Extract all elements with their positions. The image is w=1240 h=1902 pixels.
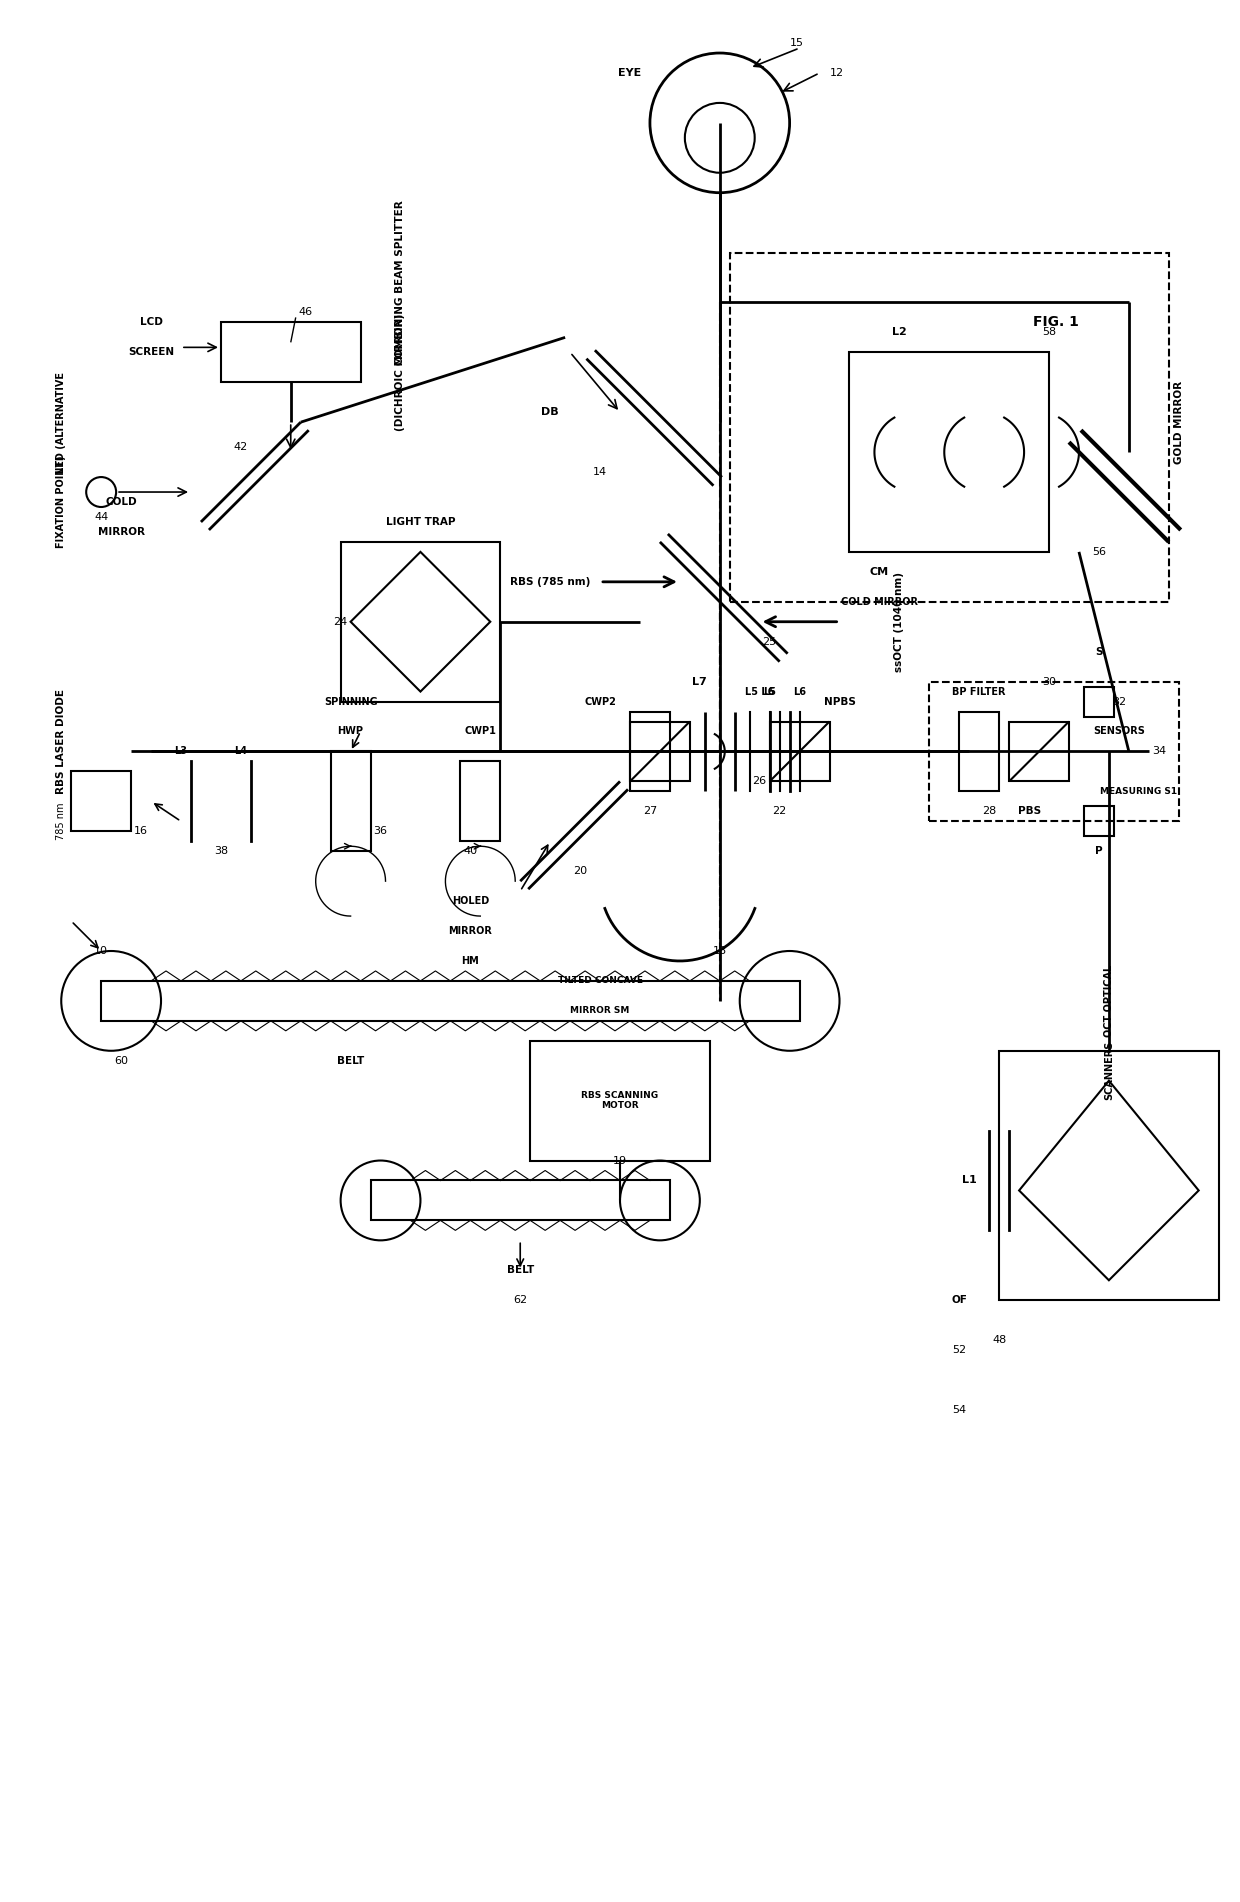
Text: SCREEN: SCREEN (128, 348, 174, 358)
Text: 25: 25 (763, 637, 776, 647)
Text: 44: 44 (94, 512, 108, 521)
Text: OF: OF (951, 1295, 967, 1305)
Bar (1009, 721, 1069, 782)
Text: RBS LASER DIODE: RBS LASER DIODE (56, 689, 66, 793)
Text: 18: 18 (713, 945, 727, 957)
Text: ssOCT (1040 nm): ssOCT (1040 nm) (894, 573, 904, 671)
Text: LIGHT TRAP: LIGHT TRAP (386, 517, 455, 527)
Text: RBS (785 nm): RBS (785 nm) (510, 576, 590, 588)
Text: HOLED: HOLED (451, 896, 489, 905)
Text: COMBINING BEAM SPLITTER: COMBINING BEAM SPLITTER (396, 200, 405, 365)
Text: CWP2: CWP2 (584, 696, 616, 706)
Text: 48: 48 (992, 1335, 1007, 1345)
Text: HWP: HWP (337, 727, 363, 736)
Text: FIG. 1: FIG. 1 (1033, 316, 1079, 329)
Text: PBS: PBS (1018, 806, 1040, 816)
Bar (1084, 687, 1114, 717)
Text: LED (ALTERNATIVE: LED (ALTERNATIVE (56, 371, 66, 474)
Text: CWP1: CWP1 (464, 727, 496, 736)
Text: 52: 52 (952, 1345, 966, 1354)
Text: SPINNING: SPINNING (324, 696, 377, 706)
Bar (71, 772, 131, 831)
Text: MIRROR SM: MIRROR SM (570, 1006, 630, 1016)
Text: 27: 27 (642, 806, 657, 816)
Text: 56: 56 (1092, 548, 1106, 557)
Text: 28: 28 (982, 806, 996, 816)
Text: 14: 14 (593, 468, 608, 477)
Text: L1: L1 (962, 1175, 977, 1185)
Text: LCD: LCD (140, 318, 162, 327)
Bar (929, 681, 1179, 822)
Bar (630, 711, 670, 791)
Bar (102, 981, 800, 1021)
Text: L7: L7 (692, 677, 707, 687)
Text: 32: 32 (1112, 696, 1126, 706)
Text: 12: 12 (830, 68, 843, 78)
Text: 36: 36 (373, 825, 388, 837)
Bar (730, 253, 1169, 601)
Bar (371, 1181, 670, 1221)
Text: FIXATION POINT): FIXATION POINT) (56, 456, 66, 548)
Text: 16: 16 (134, 825, 148, 837)
Text: 24: 24 (334, 616, 347, 628)
Text: HM: HM (461, 957, 479, 966)
Text: 22: 22 (773, 806, 786, 816)
Text: L2: L2 (892, 327, 906, 337)
Text: MEASURING S1: MEASURING S1 (1100, 787, 1178, 795)
Bar (331, 751, 371, 852)
Text: SCANNERS: SCANNERS (1104, 1040, 1114, 1101)
Text: 10: 10 (94, 945, 108, 957)
Text: 38: 38 (213, 846, 228, 856)
Text: 785 nm: 785 nm (56, 803, 66, 841)
Text: TILTED CONCAVE: TILTED CONCAVE (558, 976, 642, 985)
Text: 30: 30 (1042, 677, 1056, 687)
Text: L5 L6: L5 L6 (745, 687, 774, 696)
Text: L3: L3 (175, 746, 187, 757)
Bar (630, 721, 689, 782)
Text: 60: 60 (114, 1056, 128, 1065)
Text: MIRROR: MIRROR (98, 527, 145, 536)
Text: EYE: EYE (619, 68, 641, 78)
Text: 15: 15 (790, 38, 804, 48)
Text: 62: 62 (513, 1295, 527, 1305)
Text: CM: CM (869, 567, 889, 576)
Text: COLD: COLD (105, 496, 136, 508)
Text: L6: L6 (794, 687, 806, 696)
Text: 19: 19 (613, 1156, 627, 1166)
Text: L5: L5 (763, 687, 776, 696)
Text: (DICHROIC MIRROR): (DICHROIC MIRROR) (396, 314, 405, 432)
Bar (531, 1040, 709, 1160)
Text: SENSORS: SENSORS (1092, 727, 1145, 736)
Text: COLD MIRROR: COLD MIRROR (841, 597, 918, 607)
Text: P: P (1095, 846, 1102, 856)
Text: GOLD MIRROR: GOLD MIRROR (1174, 380, 1184, 464)
Text: L4: L4 (234, 746, 247, 757)
Text: BELT: BELT (507, 1265, 534, 1274)
Text: 40: 40 (464, 846, 477, 856)
Bar (341, 542, 500, 702)
Bar (221, 323, 361, 382)
Text: RBS SCANNING
MOTOR: RBS SCANNING MOTOR (582, 1092, 658, 1111)
Text: BELT: BELT (337, 1056, 365, 1065)
Text: 58: 58 (1042, 327, 1056, 337)
Bar (460, 761, 500, 841)
Text: 34: 34 (1152, 746, 1166, 757)
Text: DB: DB (542, 407, 559, 417)
Bar (999, 1050, 1219, 1301)
Bar (849, 352, 1049, 552)
Text: 26: 26 (753, 776, 766, 786)
Text: 42: 42 (233, 441, 248, 453)
Text: 46: 46 (299, 308, 312, 318)
Bar (1084, 806, 1114, 837)
Text: MIRROR: MIRROR (449, 926, 492, 936)
Text: S: S (1095, 647, 1102, 656)
Text: 54: 54 (952, 1406, 966, 1415)
Text: NPBS: NPBS (823, 696, 856, 706)
Bar (770, 721, 830, 782)
Text: OCT OPTICAL: OCT OPTICAL (1104, 964, 1114, 1037)
Text: 20: 20 (573, 865, 588, 877)
Text: BP FILTER: BP FILTER (952, 687, 1006, 696)
Bar (960, 711, 999, 791)
